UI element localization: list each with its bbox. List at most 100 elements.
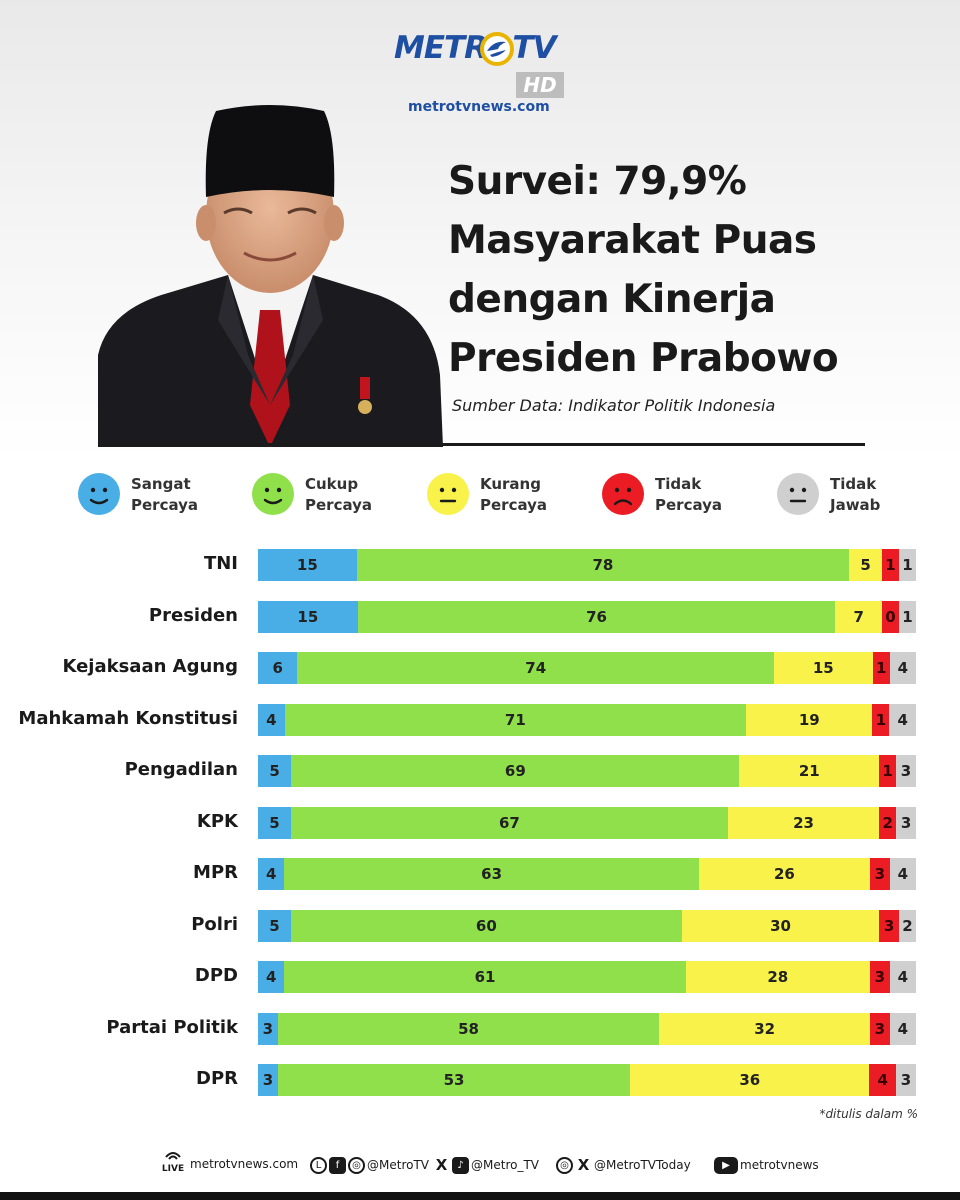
bar-segment: 71 xyxy=(284,703,747,736)
legend-label-line1: Tidak xyxy=(655,475,702,493)
bar-segment: 4 xyxy=(258,703,285,736)
bar-segment: 4 xyxy=(889,1012,916,1045)
legend-label-line1: Kurang xyxy=(480,475,541,493)
legend-label-line2: Percaya xyxy=(655,496,723,514)
footer-youtube[interactable]: ▶ metrotvnews xyxy=(714,1157,819,1174)
legend-label-line1: Tidak xyxy=(830,475,877,493)
bar-segment: 6 xyxy=(258,652,298,684)
legend-label-line2: Percaya xyxy=(131,496,199,514)
category-label: Pengadilan xyxy=(124,759,238,780)
bar-segment: 5 xyxy=(258,806,291,839)
smile-face-icon xyxy=(252,473,294,515)
bar-segment: 4 xyxy=(258,858,285,890)
bar-segment: 60 xyxy=(290,909,682,942)
bar-segment: 2 xyxy=(879,806,897,839)
legend-label: Sangat Percaya xyxy=(131,474,241,516)
eagle-logo-icon xyxy=(480,32,514,66)
bar-segment: 63 xyxy=(284,858,699,890)
bar-segment: 67 xyxy=(290,806,728,839)
metrotv-logo: METROTV HD metrotvnews.com xyxy=(390,26,580,121)
bar-segment: 1 xyxy=(899,549,916,581)
headline-line-3: dengan Kinerja xyxy=(448,277,776,322)
bar-segment: 36 xyxy=(630,1064,870,1096)
bar-segment: 4 xyxy=(258,961,285,993)
bottom-bar xyxy=(0,1192,960,1200)
stacked-bar-chart: TNI 15 78 5 1 1 Presiden 15 76 7 0 1 Kejaksaan Agung… xyxy=(0,540,960,1120)
bar-segment: 69 xyxy=(291,755,740,787)
president-portrait xyxy=(98,105,443,447)
legend-label: Kurang Percaya xyxy=(480,474,590,516)
category-label: Kejaksaan Agung xyxy=(62,656,238,677)
headline-line-4: Presiden Prabowo xyxy=(448,336,839,381)
data-source: Sumber Data: Indikator Politik Indonesia xyxy=(452,396,776,415)
bar-segment: 3 xyxy=(896,806,916,839)
legend-label: Tidak Percaya xyxy=(655,474,765,516)
bar-segment: 32 xyxy=(659,1012,870,1045)
bar-segment: 30 xyxy=(681,909,880,942)
bar-segment: 3 xyxy=(258,1064,278,1096)
footer-social-metrotvtoday[interactable]: ◎ X @MetroTVToday xyxy=(556,1157,691,1174)
neutral-face-icon xyxy=(427,473,469,515)
neutral-face-icon xyxy=(777,473,819,515)
bar-segment: 4 xyxy=(889,703,916,736)
facebook-icon: f xyxy=(329,1157,346,1174)
instagram-icon: ◎ xyxy=(556,1157,573,1174)
line-icon: L xyxy=(310,1157,327,1174)
footer-site[interactable]: metrotvnews.com xyxy=(190,1157,299,1171)
smile-face-icon xyxy=(78,473,120,515)
bar-segment: 0 xyxy=(882,600,899,633)
live-label: LIVE xyxy=(161,1164,185,1174)
bar-segment: 5 xyxy=(258,755,292,787)
bar-segment: 1 xyxy=(899,600,916,633)
category-label: MPR xyxy=(193,862,238,883)
category-label: Partai Politik xyxy=(106,1016,238,1038)
bar-segment: 4 xyxy=(889,961,916,993)
bar-segment: 3 xyxy=(869,858,890,890)
legend-label-line1: Sangat xyxy=(131,475,191,493)
handle-metrotv: @MetroTV xyxy=(367,1158,429,1172)
category-label: Polri xyxy=(191,913,238,935)
bar-segment: 26 xyxy=(698,858,870,890)
bar-segment: 3 xyxy=(879,909,899,942)
youtube-handle: metrotvnews xyxy=(740,1158,819,1172)
bar-segment: 2 xyxy=(899,909,916,942)
logo-wordmark: METROTV xyxy=(394,30,557,66)
handle-metro-tv: @Metro_TV xyxy=(471,1158,539,1172)
bar-segment: 5 xyxy=(849,549,882,581)
instagram-icon: ◎ xyxy=(348,1157,365,1174)
legend-label: Cukup Percaya xyxy=(305,474,415,516)
bar-segment: 15 xyxy=(258,549,357,581)
bar-segment: 76 xyxy=(357,600,836,633)
category-label: TNI xyxy=(203,553,238,574)
x-icon: X xyxy=(433,1157,450,1174)
bar-segment: 19 xyxy=(746,703,873,736)
youtube-icon: ▶ xyxy=(714,1157,738,1174)
legend-label: Tidak Jawab xyxy=(830,474,940,516)
bar-segment: 1 xyxy=(872,652,890,684)
divider xyxy=(100,443,865,446)
legend-label-line2: Percaya xyxy=(305,496,373,514)
bar-segment: 21 xyxy=(739,755,880,787)
bar-segment: 15 xyxy=(258,600,358,633)
legend-label-line1: Cukup xyxy=(305,475,359,493)
bar-segment: 23 xyxy=(727,806,880,839)
bar-segment: 3 xyxy=(869,961,890,993)
bar-segment: 74 xyxy=(297,652,774,684)
headline: Survei: 79,9% Masyarakat Puas dengan Kin… xyxy=(448,152,898,388)
bar-segment: 1 xyxy=(872,703,890,736)
bar-segment: 53 xyxy=(277,1064,631,1096)
bar-segment: 5 xyxy=(258,909,291,942)
category-label: DPR xyxy=(196,1068,238,1089)
sad-face-icon xyxy=(602,473,644,515)
footer-social-metro-tv[interactable]: X ♪ @Metro_TV xyxy=(433,1157,539,1174)
legend-label-line2: Jawab xyxy=(830,496,881,514)
bar-segment: 15 xyxy=(773,652,873,684)
logo-site-url: metrotvnews.com xyxy=(408,99,550,115)
legend-label-line2: Percaya xyxy=(480,496,548,514)
category-label: KPK xyxy=(196,810,238,832)
bar-segment: 3 xyxy=(896,1064,916,1096)
x-icon: X xyxy=(575,1157,592,1174)
bar-segment: 58 xyxy=(277,1012,660,1045)
